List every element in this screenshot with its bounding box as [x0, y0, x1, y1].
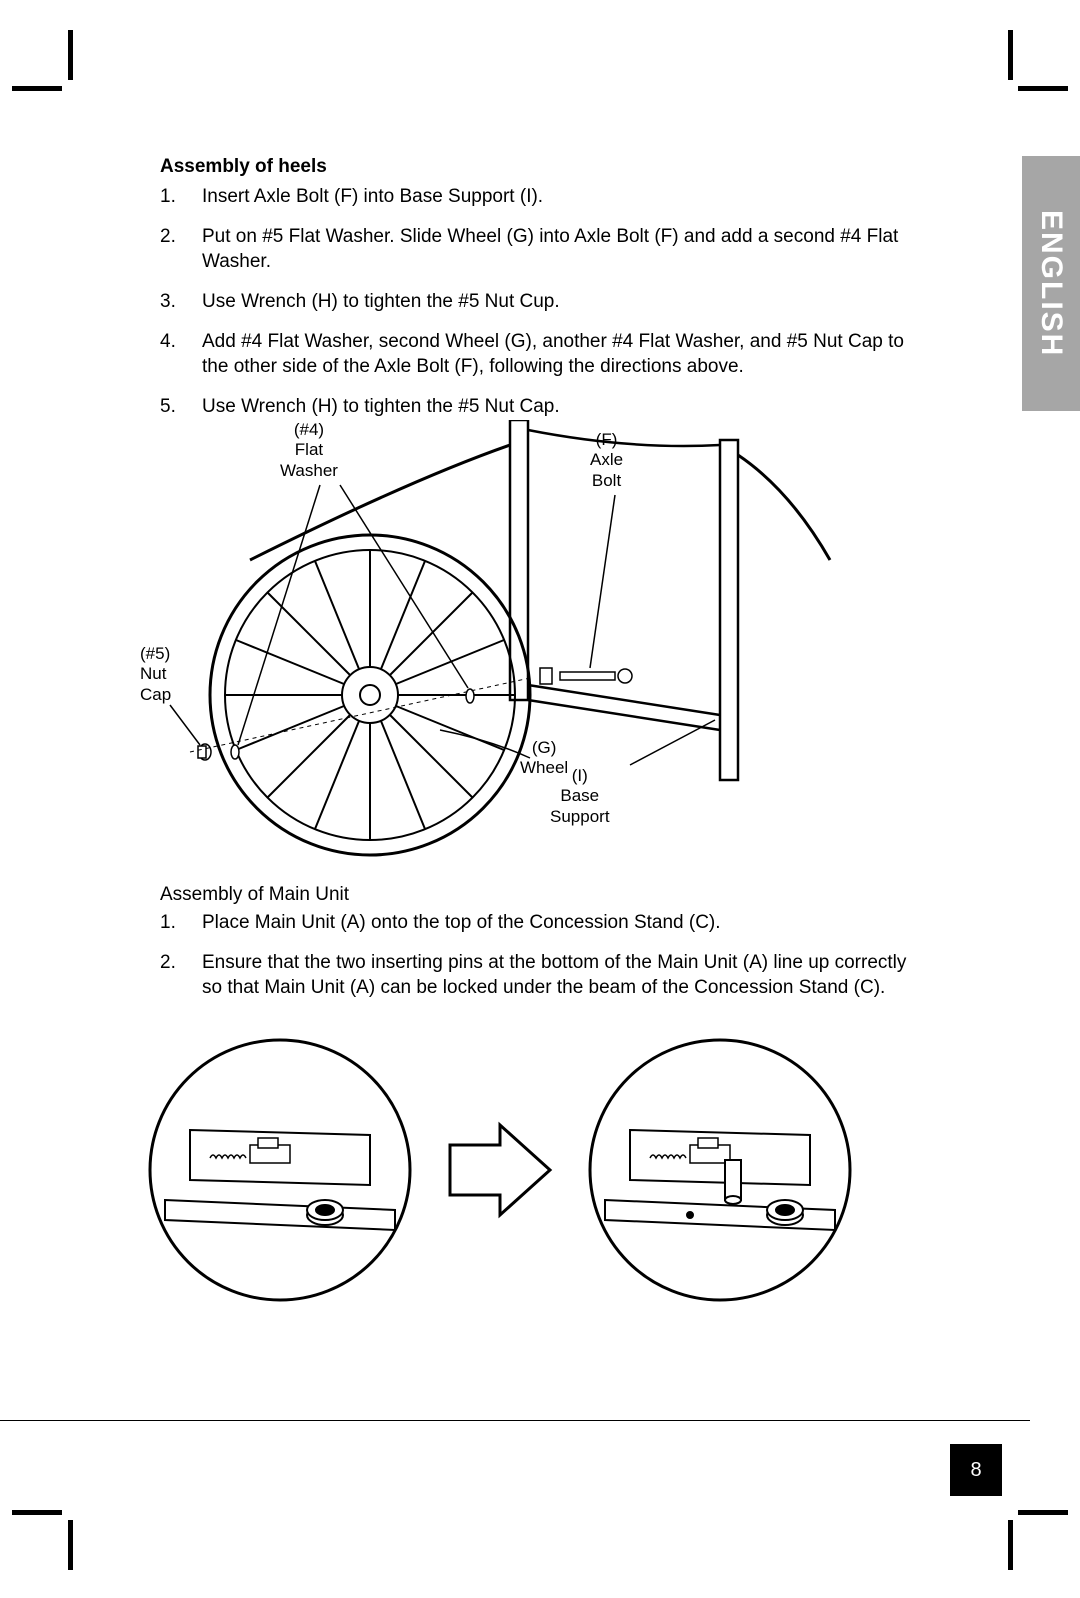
- step-item: 1. Place Main Unit (A) onto the top of t…: [160, 910, 920, 936]
- language-tab: ENGLISH: [1022, 156, 1080, 411]
- crop-mark: [1008, 30, 1013, 80]
- step-text: Place Main Unit (A) onto the top of the …: [202, 910, 920, 936]
- crop-mark: [1018, 86, 1068, 91]
- wheel-diagram-svg: [130, 420, 850, 860]
- step-item: 5. Use Wrench (H) to tighten the #5 Nut …: [160, 394, 920, 420]
- step-item: 3. Use Wrench (H) to tighten the #5 Nut …: [160, 289, 920, 315]
- crop-mark: [68, 1520, 73, 1570]
- section-title: Assembly of heels: [160, 156, 920, 178]
- step-text: Use Wrench (H) to tighten the #5 Nut Cap…: [202, 394, 920, 420]
- step-number: 2.: [160, 950, 202, 1001]
- step-item: 2. Ensure that the two inserting pins at…: [160, 950, 920, 1001]
- page-number-text: 8: [970, 1459, 981, 1482]
- label-axle-bolt: (F) Axle Bolt: [590, 430, 623, 491]
- step-item: 4. Add #4 Flat Washer, second Wheel (G),…: [160, 329, 920, 380]
- main-unit-svg: [130, 1030, 910, 1310]
- section-assembly-wheels: Assembly of heels 1. Insert Axle Bolt (F…: [160, 156, 920, 433]
- main-unit-diagram: [130, 1030, 910, 1310]
- step-number: 2.: [160, 224, 202, 275]
- section-title: Assembly of Main Unit: [160, 884, 920, 906]
- footer-rule: [0, 1420, 1030, 1421]
- step-text: Insert Axle Bolt (F) into Base Support (…: [202, 184, 920, 210]
- crop-mark: [68, 30, 73, 80]
- step-number: 5.: [160, 394, 202, 420]
- label-flat-washer: (#4) Flat Washer: [280, 420, 338, 481]
- step-item: 2. Put on #5 Flat Washer. Slide Wheel (G…: [160, 224, 920, 275]
- step-text: Use Wrench (H) to tighten the #5 Nut Cup…: [202, 289, 920, 315]
- label-base-support: (I) Base Support: [550, 766, 610, 827]
- step-list: 1. Place Main Unit (A) onto the top of t…: [160, 910, 920, 1001]
- language-tab-text: ENGLISH: [1034, 210, 1068, 357]
- step-item: 1. Insert Axle Bolt (F) into Base Suppor…: [160, 184, 920, 210]
- step-list: 1. Insert Axle Bolt (F) into Base Suppor…: [160, 184, 920, 419]
- label-nut-cap: (#5) Nut Cap: [140, 644, 171, 705]
- step-number: 1.: [160, 910, 202, 936]
- step-text: Put on #5 Flat Washer. Slide Wheel (G) i…: [202, 224, 920, 275]
- step-number: 4.: [160, 329, 202, 380]
- page-number: 8: [950, 1444, 1002, 1496]
- wheel-assembly-diagram: (#4) Flat Washer (#5) Nut Cap (F) Axle B…: [130, 420, 850, 860]
- step-number: 3.: [160, 289, 202, 315]
- step-text: Add #4 Flat Washer, second Wheel (G), an…: [202, 329, 920, 380]
- crop-mark: [12, 1510, 62, 1515]
- crop-mark: [1008, 1520, 1013, 1570]
- step-text: Ensure that the two inserting pins at th…: [202, 950, 920, 1001]
- crop-mark: [1018, 1510, 1068, 1515]
- section-assembly-main-unit: Assembly of Main Unit 1. Place Main Unit…: [160, 884, 920, 1015]
- crop-mark: [12, 86, 62, 91]
- step-number: 1.: [160, 184, 202, 210]
